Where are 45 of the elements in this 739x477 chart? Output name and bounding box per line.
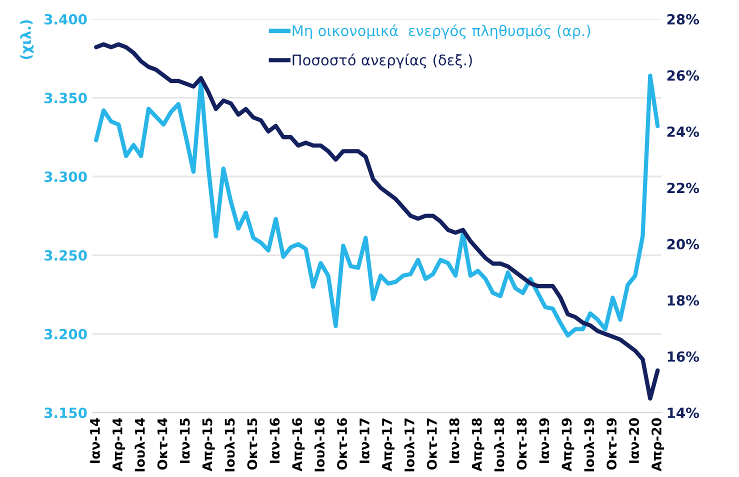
x-tick-label: Ιαν-14 <box>90 418 100 464</box>
y2-tick-label: 20% <box>667 238 700 250</box>
y2-tick-label: 22% <box>667 182 700 194</box>
line-series <box>94 42 660 401</box>
x-tick-label: Ιουλ-16 <box>314 418 325 472</box>
y2-tick-label: 26% <box>667 70 700 81</box>
y2-tick-label: 24% <box>667 126 700 137</box>
x-tick-label: Ιαν-20 <box>629 418 640 464</box>
x-tick-label: Ιουλ-14 <box>134 418 145 472</box>
x-tick-label: Οκτ-19 <box>606 418 617 470</box>
y2-tick-label: 18% <box>668 295 700 306</box>
y-tick-label: 3.150 <box>44 408 87 418</box>
x-tick-label: Απρ-16 <box>292 418 305 472</box>
x-tick-label: Απρ-15 <box>202 418 215 472</box>
y-tick-label: 3.300 <box>44 171 87 182</box>
x-tick-label: Οκτ-18 <box>516 418 527 470</box>
x-tick-label: Ιουλ-17 <box>404 418 414 472</box>
x-tick-label: Απρ-20 <box>652 418 664 472</box>
y-axis-title: (χιλ.) <box>20 20 34 60</box>
x-tick-label: Ιαν-16 <box>270 418 280 464</box>
x-tick-label: Απρ-19 <box>562 418 574 472</box>
x-tick-label: Ιουλ-15 <box>224 418 235 472</box>
x-tick-label: Ιαν-17 <box>360 418 370 464</box>
x-tick-label: Απρ-17 <box>382 418 395 472</box>
y2-tick-label: 28% <box>667 14 700 25</box>
y-tick-label: 3.400 <box>44 14 87 25</box>
line-series <box>94 74 660 338</box>
y-tick-label: 3.200 <box>44 328 87 340</box>
legend-label: Ποσοστό ανεργίας (δεξ.) <box>292 54 472 68</box>
x-tick-label: Απρ-18 <box>472 418 484 472</box>
x-tick-label: Απρ-14 <box>112 418 125 472</box>
x-tick-label: Οκτ-17 <box>426 418 437 470</box>
y-tick-label: 3.350 <box>44 92 87 104</box>
legend-label: Μη οικονομικά ενεργός πληθυσμός (αρ.) <box>292 24 590 40</box>
y-tick-label: 3.250 <box>44 250 87 261</box>
x-tick-label: Ιαν-19 <box>539 418 550 464</box>
x-tick-label: Οκτ-16 <box>337 418 348 470</box>
x-tick-label: Οκτ-14 <box>157 418 168 470</box>
x-tick-label: Ιαν-15 <box>180 418 190 464</box>
x-tick-label: Οκτ-15 <box>247 418 258 470</box>
x-tick-label: Ιουλ-19 <box>584 418 594 472</box>
x-tick-label: Ιαν-18 <box>449 418 460 464</box>
y2-tick-label: 16% <box>668 351 700 362</box>
y2-tick-label: 14% <box>668 408 700 418</box>
x-tick-label: Ιουλ-18 <box>494 418 504 472</box>
